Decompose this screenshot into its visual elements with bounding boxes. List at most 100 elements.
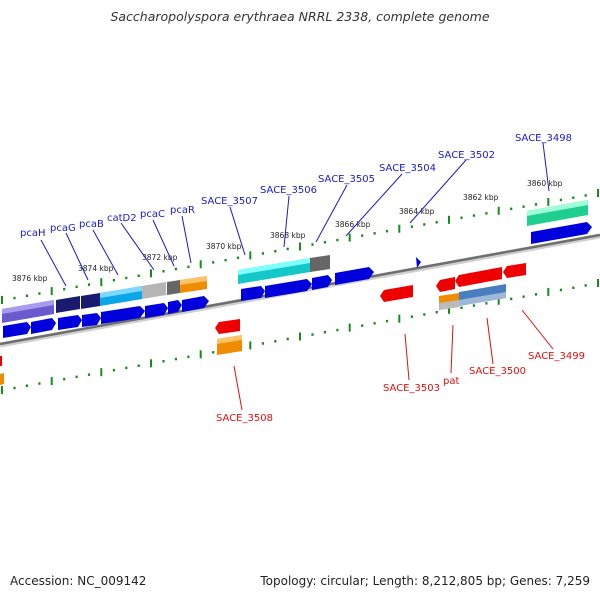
scale-dot [522, 205, 525, 208]
gene-arrow[interactable] [82, 313, 101, 327]
gene-arrow-SACE_3500[interactable] [455, 267, 502, 287]
scale-dot [112, 368, 115, 372]
gene-arrow[interactable] [312, 275, 332, 290]
scale-dot [559, 288, 562, 292]
scale-dot [87, 373, 91, 376]
scale-major-tick [199, 260, 202, 269]
gene-label[interactable]: SACE_3508 [216, 413, 273, 424]
callout-line [542, 142, 550, 192]
gene-label[interactable]: catD2 [107, 213, 137, 224]
kbp-label: 3864 kbp [399, 207, 435, 216]
scale-dot [435, 311, 438, 314]
gene-label[interactable]: SACE_3500 [469, 366, 526, 377]
gene-label[interactable]: pcaH [20, 228, 46, 239]
scale-dot [63, 377, 66, 381]
gene-label[interactable]: SACE_3505 [318, 174, 375, 185]
callout-line [233, 365, 243, 411]
callout-line [65, 232, 89, 281]
gene-arrow[interactable] [58, 315, 82, 330]
kbp-label: 3872 kbp [142, 253, 178, 262]
reverse-genes [0, 263, 526, 385]
forward-callout-lines [40, 142, 550, 287]
gene-arrow[interactable] [101, 306, 145, 324]
gene-label[interactable]: SACE_3498 [515, 133, 572, 144]
gene-arrow-SACE_3508[interactable] [215, 319, 240, 334]
scale-major-tick [547, 197, 550, 206]
gene-label[interactable]: pcaB [79, 219, 104, 230]
scale-dot [385, 319, 389, 323]
scale-dot [137, 364, 140, 367]
scale-dot [236, 256, 240, 260]
gene-label[interactable]: SACE_3502 [438, 150, 495, 161]
gene-arrow[interactable] [241, 286, 265, 301]
scale-dot [559, 198, 562, 202]
scale-dot [25, 384, 28, 387]
callout-line [152, 219, 175, 267]
gene-label[interactable]: SACE_3506 [260, 185, 317, 196]
scale-dot [311, 243, 314, 246]
gene-label[interactable]: pcaR [170, 205, 195, 216]
gene-arrow[interactable] [0, 356, 2, 366]
gene-arrow[interactable] [416, 257, 421, 268]
gene-label[interactable]: pcaC [140, 209, 165, 220]
gene-arrow-SACE_3499[interactable] [503, 263, 526, 278]
scale-dot [435, 221, 438, 224]
scale-dot [336, 328, 339, 332]
kbp-labels: 3876 kbp 3874 kbp 3872 kbp 3870 kbp 3868… [12, 179, 563, 283]
gene-arrow[interactable] [145, 303, 168, 318]
gene-arrow[interactable] [3, 322, 31, 338]
scale-dot [261, 252, 264, 255]
scale-major-tick [50, 287, 53, 296]
scale-dot [224, 258, 227, 262]
gene-arrow[interactable] [168, 300, 182, 314]
callout-line [315, 184, 348, 243]
gene-block-pcaB[interactable] [81, 293, 100, 309]
scale-dot [460, 306, 463, 309]
gene-block-SACE_3505[interactable] [310, 255, 330, 272]
gene-highlight [238, 258, 310, 275]
scale-major-tick [398, 224, 401, 233]
scale-dot [13, 296, 16, 300]
kbp-label: 3870 kbp [206, 242, 242, 251]
callout-line [40, 239, 67, 287]
scale-dot [187, 355, 190, 359]
gene-arrow[interactable] [335, 267, 374, 285]
scale-dot [572, 196, 575, 199]
gene-block-pcaC[interactable] [142, 282, 166, 299]
kbp-label: 3874 kbp [78, 264, 114, 273]
gene-arrow[interactable] [531, 222, 592, 244]
scale-major-tick [497, 296, 500, 305]
gene-label[interactable]: pat [443, 376, 459, 387]
gene-label[interactable]: SACE_3499 [528, 351, 585, 362]
scale-major-tick [448, 305, 450, 314]
scale-major-tick [249, 341, 252, 350]
scale-dot [286, 337, 289, 341]
gene-arrow[interactable] [31, 318, 56, 334]
scale-dot [112, 278, 115, 282]
scale-dot [485, 212, 488, 215]
gene-arrow[interactable] [265, 279, 312, 298]
kbp-label: 3862 kbp [463, 193, 499, 202]
gene-block[interactable] [167, 280, 180, 295]
gene-highlight [2, 300, 54, 314]
gene-label[interactable]: SACE_3504 [379, 163, 436, 174]
scale-major-tick [299, 242, 301, 251]
gene-arrow-pat[interactable] [436, 277, 455, 292]
scale-dot [361, 324, 364, 327]
gene-label[interactable]: pcaG [50, 223, 76, 234]
scale-dot [311, 333, 314, 336]
gene-highlight [217, 335, 242, 344]
gene-highlight [459, 292, 506, 306]
scale-dot [13, 386, 16, 390]
callout-line [521, 309, 554, 350]
callout-line [345, 173, 403, 237]
gene-block-pcaG[interactable] [56, 296, 80, 313]
scale-major-tick [547, 287, 550, 296]
gene-arrow-SACE_3503[interactable] [380, 285, 413, 302]
gene-label[interactable]: SACE_3507 [201, 196, 258, 207]
gene-label[interactable]: SACE_3503 [383, 383, 440, 394]
gene-block[interactable] [0, 373, 4, 385]
scale-major-tick [497, 206, 500, 215]
gene-arrow[interactable] [182, 296, 209, 312]
scale-dot [274, 250, 277, 253]
